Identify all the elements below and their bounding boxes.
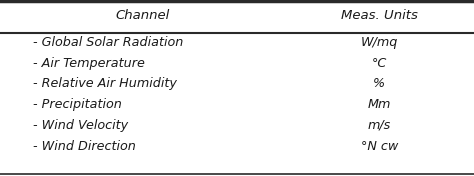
Text: - Air Temperature: - Air Temperature bbox=[33, 56, 145, 70]
Text: - Precipitation: - Precipitation bbox=[33, 98, 122, 111]
Text: - Wind Direction: - Wind Direction bbox=[33, 140, 136, 153]
Text: - Global Solar Radiation: - Global Solar Radiation bbox=[33, 36, 183, 49]
Text: m/s: m/s bbox=[367, 119, 391, 132]
Text: - Wind Velocity: - Wind Velocity bbox=[33, 119, 128, 132]
Text: %: % bbox=[373, 77, 385, 90]
Text: Channel: Channel bbox=[115, 9, 169, 22]
Text: Mm: Mm bbox=[367, 98, 391, 111]
Text: °C: °C bbox=[372, 56, 387, 70]
Text: Meas. Units: Meas. Units bbox=[341, 9, 418, 22]
Text: - Relative Air Humidity: - Relative Air Humidity bbox=[33, 77, 177, 90]
Text: °N cw: °N cw bbox=[361, 140, 398, 153]
Text: W/mq: W/mq bbox=[361, 36, 398, 49]
